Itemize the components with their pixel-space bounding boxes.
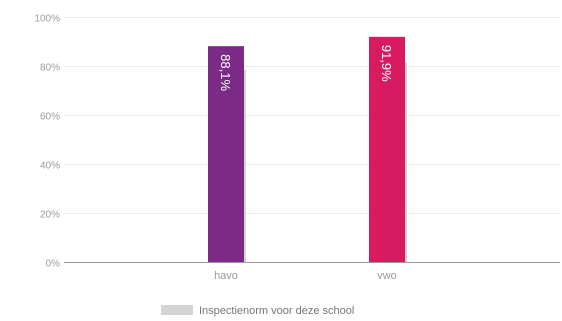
y-tick-label: 100% xyxy=(34,14,60,25)
bar-value-label: 91,9% xyxy=(379,45,394,82)
y-tick-label: 60% xyxy=(40,112,60,123)
category-label: vwo xyxy=(377,270,397,282)
category-label: havo xyxy=(214,270,238,282)
y-tick-label: 20% xyxy=(40,210,60,221)
legend-label: Inspectienorm voor deze school xyxy=(199,305,354,317)
bar-havo xyxy=(208,46,244,262)
y-tick-label: 40% xyxy=(40,161,60,172)
bars: 88,1% 91,9% xyxy=(208,36,407,263)
legend: Inspectienorm voor deze school xyxy=(161,305,354,317)
gridlines xyxy=(64,17,560,214)
y-tick-label: 80% xyxy=(40,63,60,74)
y-tick-label: 0% xyxy=(46,259,61,270)
legend-swatch xyxy=(161,305,193,315)
bar-vwo xyxy=(369,36,405,262)
category-labels: havo vwo xyxy=(214,270,397,282)
bar-value-label: 88,1% xyxy=(218,54,233,91)
y-axis-ticks: 0% 20% 40% 60% 80% 100% xyxy=(34,14,60,270)
